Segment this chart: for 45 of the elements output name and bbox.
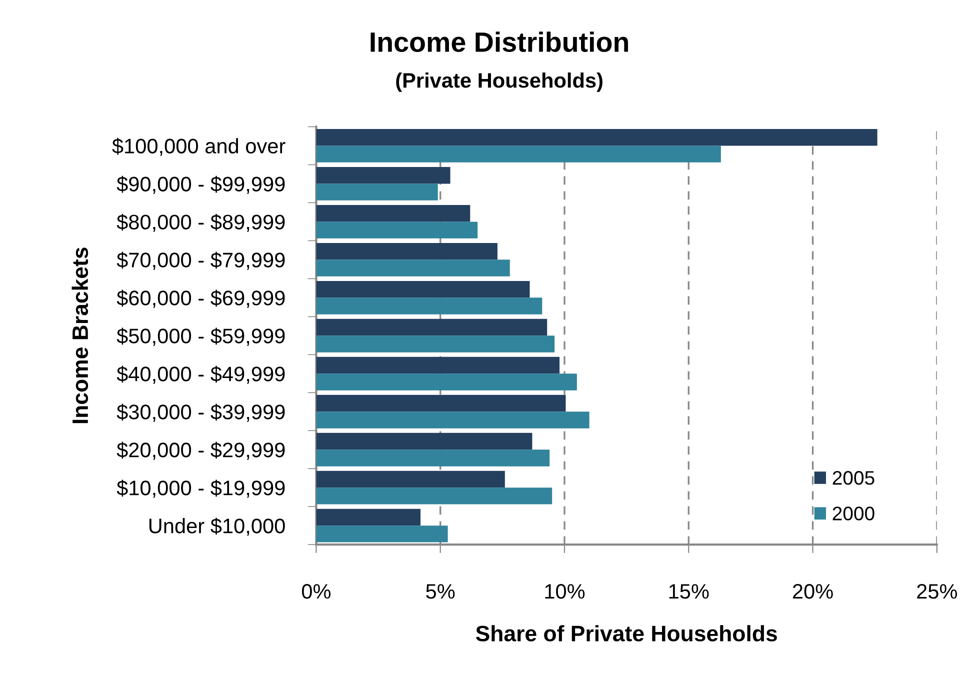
bar [316,184,438,200]
bar [316,336,555,352]
y-tick-label: Under $10,000 [149,518,285,536]
x-tick-label: 20% [792,584,833,599]
x-tick-label: 5% [426,584,455,599]
bar [316,318,548,336]
bar [316,146,721,162]
bar [316,394,566,412]
bar [316,222,478,238]
bar [316,204,470,222]
x-tick-label: 25% [917,584,958,599]
x-axis-title: Share of Private Households [476,625,777,642]
y-tick-label: $20,000 - $29,999 [116,442,285,460]
legend-label: 2000 [832,506,874,520]
chart-title: Income Distribution [370,32,628,52]
y-tick-label: $70,000 - $79,999 [116,252,285,270]
bar [316,242,498,260]
y-tick-label: $80,000 - $89,999 [116,214,285,232]
bar [316,412,590,428]
bar [316,260,510,276]
y-tick-label: $10,000 - $19,999 [116,480,285,498]
y-tick-label: $30,000 - $39,999 [116,404,285,422]
y-tick-label: $50,000 - $59,999 [116,328,285,346]
legend-label: 2005 [832,471,874,485]
bar [316,356,560,374]
bar [316,470,505,488]
y-tick-label: $100,000 and over [112,138,286,156]
x-tick-label: 15% [669,584,709,599]
bar [316,280,530,298]
chart-subtitle: (Private Households) [396,72,602,92]
y-tick-label: $90,000 - $99,999 [116,176,285,194]
x-tick-label: 0% [302,584,331,599]
bar [316,450,550,466]
bar [316,129,878,146]
x-tick-label: 10% [545,584,585,599]
y-tick-label: $60,000 - $69,999 [116,290,285,308]
bar [316,166,450,184]
y-tick-label: $40,000 - $49,999 [116,366,285,384]
bar [316,374,577,390]
bar [316,298,542,314]
bar [316,508,420,526]
bar [316,432,532,450]
y-axis-title: Income Brackets [72,248,88,424]
bar [316,488,552,504]
bar [316,526,448,542]
